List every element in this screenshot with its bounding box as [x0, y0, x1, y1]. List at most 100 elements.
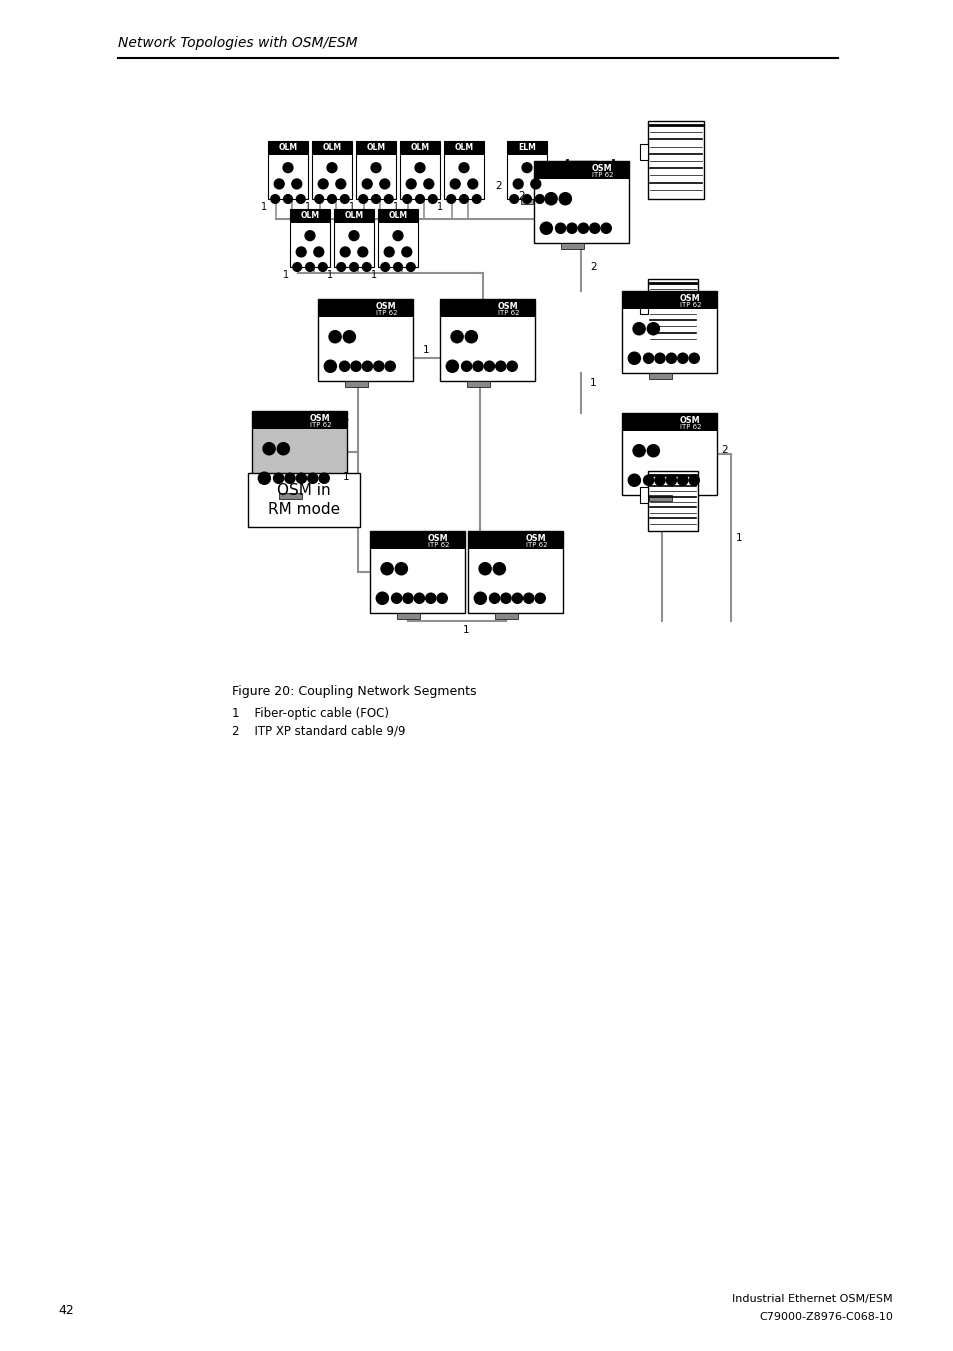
- Bar: [621, 290, 717, 309]
- Circle shape: [362, 178, 372, 189]
- Circle shape: [327, 162, 336, 173]
- Circle shape: [351, 361, 360, 372]
- Circle shape: [474, 592, 486, 604]
- Text: OSM in
RM mode: OSM in RM mode: [268, 482, 339, 517]
- Text: 2    ITP XP standard cable 9/9: 2 ITP XP standard cable 9/9: [232, 724, 405, 738]
- Circle shape: [340, 195, 349, 204]
- Circle shape: [296, 195, 305, 204]
- Bar: [268, 141, 308, 155]
- Circle shape: [558, 193, 571, 205]
- Text: 1: 1: [305, 203, 311, 212]
- Bar: [639, 299, 647, 315]
- Circle shape: [665, 476, 676, 485]
- Circle shape: [458, 162, 469, 173]
- Circle shape: [643, 353, 653, 363]
- Text: OSM: OSM: [525, 534, 546, 543]
- Bar: [312, 141, 352, 155]
- Text: ITP 62: ITP 62: [310, 422, 331, 428]
- Text: ITP 62: ITP 62: [375, 311, 396, 316]
- Circle shape: [402, 593, 413, 604]
- Text: ITP 62: ITP 62: [591, 172, 613, 178]
- Circle shape: [451, 331, 463, 343]
- Bar: [506, 141, 546, 155]
- Text: ITP 62: ITP 62: [497, 311, 518, 316]
- Circle shape: [544, 193, 557, 205]
- Bar: [621, 413, 717, 431]
- Circle shape: [305, 262, 314, 272]
- Text: ITP 62: ITP 62: [679, 303, 700, 308]
- Bar: [648, 373, 672, 380]
- Circle shape: [555, 223, 565, 234]
- Text: 2: 2: [590, 262, 597, 272]
- Circle shape: [296, 247, 306, 257]
- Bar: [317, 299, 413, 317]
- Bar: [399, 141, 439, 155]
- Circle shape: [336, 262, 345, 272]
- Text: 1: 1: [342, 412, 349, 422]
- Circle shape: [654, 476, 664, 485]
- Circle shape: [327, 195, 336, 204]
- Circle shape: [285, 473, 294, 484]
- Circle shape: [296, 473, 306, 484]
- Circle shape: [384, 247, 394, 257]
- Text: 1: 1: [327, 270, 333, 280]
- Bar: [560, 243, 584, 249]
- Circle shape: [374, 361, 383, 372]
- Bar: [639, 145, 647, 161]
- Circle shape: [496, 361, 505, 372]
- Circle shape: [633, 323, 644, 335]
- Circle shape: [688, 353, 699, 363]
- Circle shape: [283, 195, 292, 204]
- Circle shape: [416, 195, 424, 204]
- Circle shape: [677, 353, 687, 363]
- Bar: [443, 141, 483, 155]
- Bar: [312, 141, 352, 199]
- Circle shape: [357, 247, 367, 257]
- Circle shape: [473, 361, 482, 372]
- Bar: [647, 122, 703, 199]
- Circle shape: [415, 162, 424, 173]
- Circle shape: [385, 361, 395, 372]
- Bar: [506, 141, 546, 199]
- Circle shape: [395, 562, 407, 574]
- Text: Industrial Ethernet OSM/ESM: Industrial Ethernet OSM/ESM: [732, 1294, 892, 1304]
- Circle shape: [513, 178, 522, 189]
- Circle shape: [478, 562, 491, 574]
- Circle shape: [522, 195, 531, 204]
- Bar: [268, 141, 308, 199]
- Bar: [621, 413, 717, 494]
- Text: ITP 62: ITP 62: [525, 542, 547, 549]
- Circle shape: [372, 195, 380, 204]
- Text: C79000-Z8976-C068-10: C79000-Z8976-C068-10: [759, 1312, 892, 1323]
- Text: 2: 2: [496, 181, 502, 190]
- Circle shape: [292, 178, 301, 189]
- Circle shape: [258, 471, 270, 484]
- Circle shape: [343, 331, 355, 343]
- Text: 1: 1: [342, 471, 349, 482]
- Bar: [370, 531, 464, 613]
- Circle shape: [428, 195, 436, 204]
- Text: OSM: OSM: [310, 413, 331, 423]
- Circle shape: [401, 247, 412, 257]
- Circle shape: [414, 593, 424, 604]
- Bar: [647, 471, 698, 531]
- Circle shape: [446, 361, 458, 373]
- Circle shape: [335, 178, 345, 189]
- Circle shape: [391, 593, 401, 604]
- Circle shape: [379, 178, 390, 189]
- Text: OSM: OSM: [592, 163, 612, 173]
- Bar: [334, 209, 374, 223]
- Text: ITP 62: ITP 62: [679, 424, 700, 430]
- Circle shape: [500, 593, 511, 604]
- Circle shape: [339, 361, 350, 372]
- Circle shape: [314, 195, 323, 204]
- Bar: [534, 161, 628, 180]
- Circle shape: [654, 353, 664, 363]
- Circle shape: [512, 593, 522, 604]
- Bar: [290, 209, 330, 223]
- Text: OSM: OSM: [428, 534, 448, 543]
- Bar: [377, 209, 417, 267]
- Circle shape: [589, 223, 599, 234]
- Text: 42: 42: [58, 1305, 73, 1317]
- Circle shape: [628, 474, 639, 486]
